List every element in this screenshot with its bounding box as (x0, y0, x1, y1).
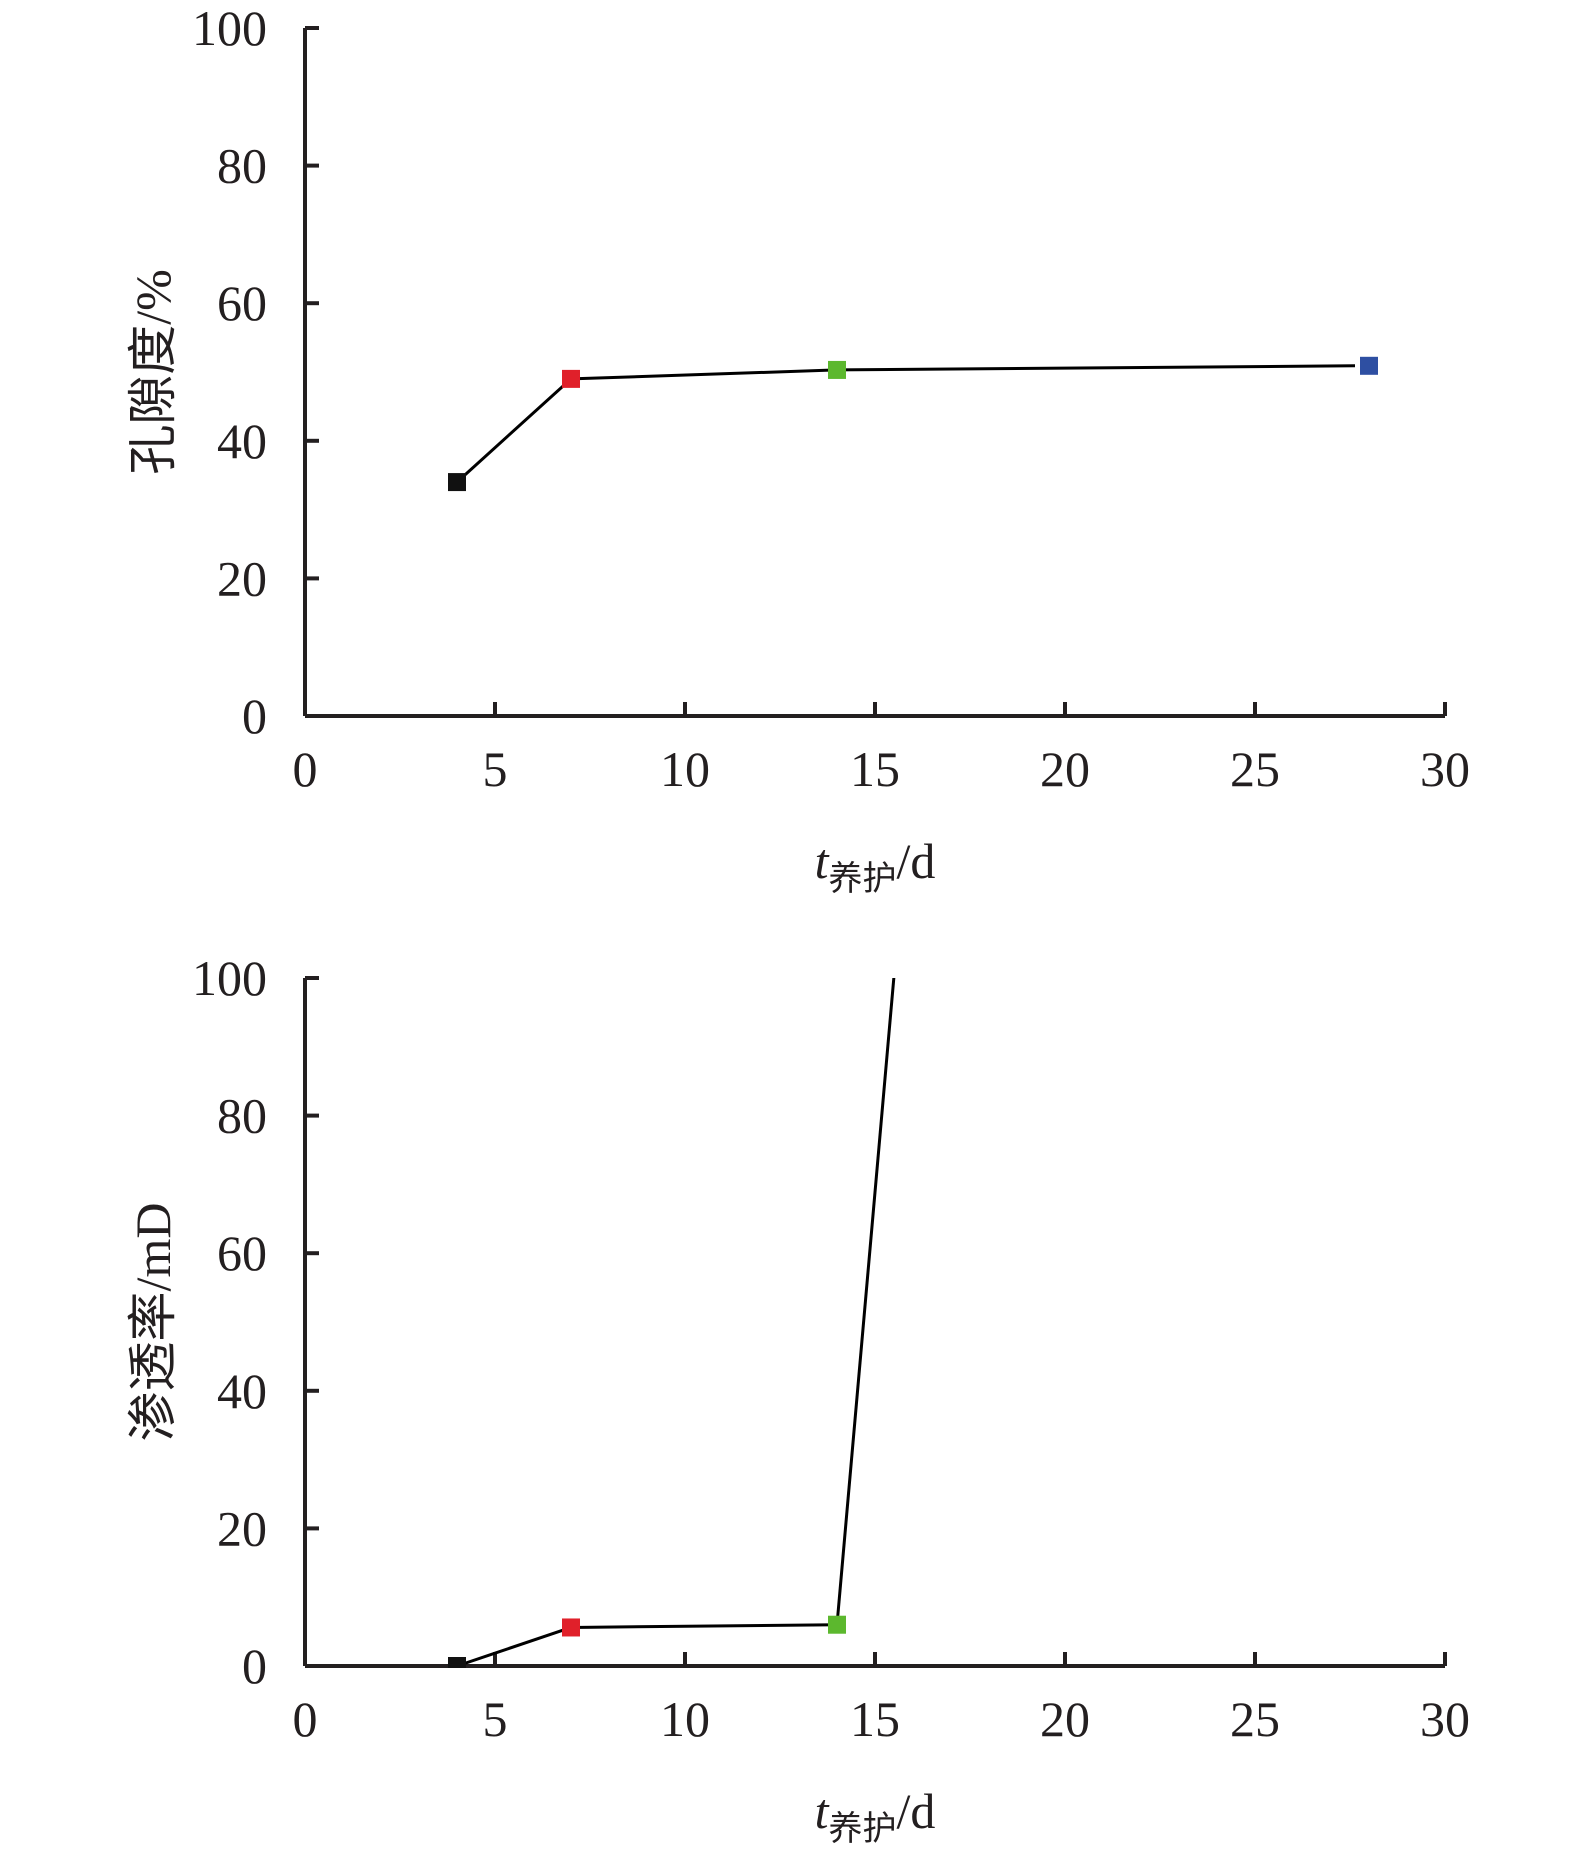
y-tick-label: 80 (217, 138, 267, 194)
series-line-segment (835, 978, 896, 1625)
x-axis-title-var: t (815, 833, 830, 889)
series-line-segment (570, 368, 838, 381)
x-tick-label: 0 (293, 741, 318, 797)
series-line-segment (836, 364, 1356, 372)
series-group (448, 356, 1378, 492)
y-tick-label: 0 (242, 688, 267, 744)
y-tick-label: 100 (192, 950, 267, 1006)
data-point (828, 360, 846, 379)
y-tick-label: 40 (217, 1363, 267, 1419)
data-point (1360, 356, 1378, 375)
x-axis-title-unit: /d (897, 1783, 936, 1839)
series-line-segment (570, 1623, 838, 1629)
y-tick-label: 80 (217, 1088, 267, 1144)
x-tick-label: 10 (660, 1691, 710, 1747)
x-tick-label: 30 (1420, 741, 1470, 797)
x-tick-label: 5 (483, 1691, 508, 1747)
series-line-segment (455, 377, 573, 484)
x-axis-title: t养护/d (815, 833, 936, 898)
x-tick-label: 30 (1420, 1691, 1470, 1747)
x-tick-label: 20 (1040, 1691, 1090, 1747)
x-tick-label: 5 (483, 741, 508, 797)
data-point (828, 1615, 846, 1634)
x-axis-title-var: t (815, 1783, 830, 1839)
y-tick-label: 60 (217, 1225, 267, 1281)
y-axis-title: 渗透率/mD (125, 1203, 181, 1442)
y-tick-label: 20 (217, 1500, 267, 1556)
x-axis-title-sub: 养护 (829, 860, 897, 898)
x-axis-title: t养护/d (815, 1783, 936, 1848)
x-tick-label: 25 (1230, 1691, 1280, 1747)
x-tick-label: 15 (850, 1691, 900, 1747)
data-point (448, 473, 466, 492)
y-tick-label: 20 (217, 550, 267, 606)
series-line-segment (456, 1626, 572, 1668)
y-tick-label: 0 (242, 1638, 267, 1694)
permeability-chart: 0 20 40 60 80 100 0 5 10 15 20 25 30 渗透率/mD t养护/d (125, 950, 1470, 1848)
y-tick-label: 100 (192, 0, 267, 56)
data-point (562, 1618, 580, 1637)
x-tick-label: 10 (660, 741, 710, 797)
y-tick-label: 60 (217, 275, 267, 331)
y-axis-title: 孔隙度/% (125, 269, 181, 475)
x-tick-label: 15 (850, 741, 900, 797)
porosity-chart: 0 20 40 60 80 100 0 5 10 15 20 25 30 孔隙度/% t养护/d (125, 0, 1470, 898)
x-tick-label: 25 (1230, 741, 1280, 797)
x-axis-title-unit: /d (897, 833, 936, 889)
data-point (448, 1657, 466, 1668)
y-tick-label: 40 (217, 413, 267, 469)
x-axis-title-sub: 养护 (829, 1810, 897, 1848)
x-tick-label: 0 (293, 1691, 318, 1747)
x-tick-label: 20 (1040, 741, 1090, 797)
series-group (448, 978, 896, 1668)
data-point (562, 369, 580, 388)
